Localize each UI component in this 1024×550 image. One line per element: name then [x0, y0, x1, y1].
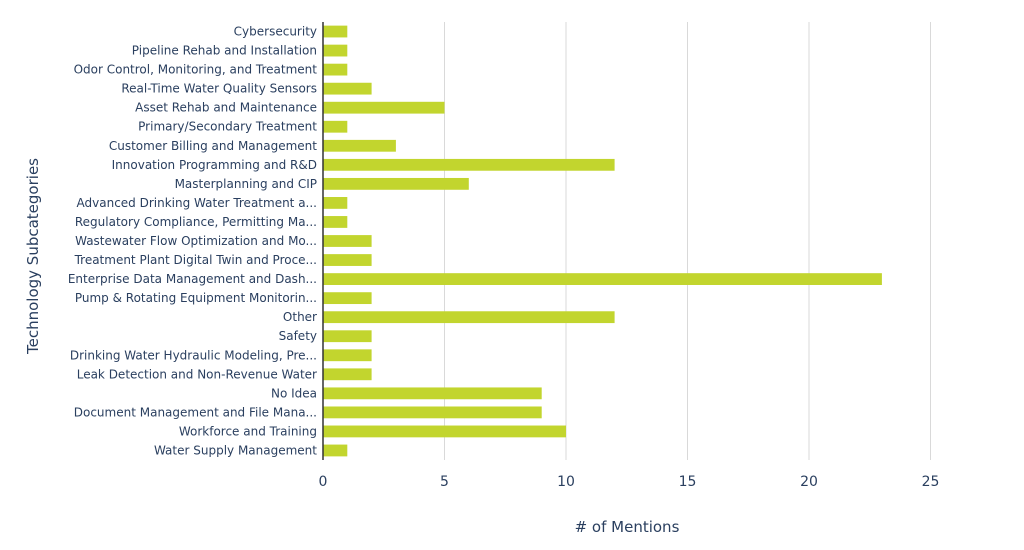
y-tick-label: Odor Control, Monitoring, and Treatment: [74, 63, 318, 77]
y-tick-label: Primary/Secondary Treatment: [138, 120, 317, 134]
y-tick-label: Water Supply Management: [154, 443, 317, 457]
y-tick-label: Pipeline Rehab and Installation: [132, 44, 317, 58]
bar[interactable]: [323, 63, 348, 76]
bar[interactable]: [323, 235, 372, 247]
x-tick-label: 10: [557, 474, 575, 490]
y-tick-label: Drinking Water Hydraulic Modeling, Pre..…: [70, 348, 317, 362]
bar[interactable]: [323, 25, 348, 38]
x-tick-label: 5: [440, 474, 449, 490]
bar[interactable]: [323, 292, 372, 305]
bars: [323, 25, 882, 457]
y-tick-label: Masterplanning and CIP: [175, 177, 317, 191]
y-tick-label: Wastewater Flow Optimization and Mo...: [75, 234, 317, 248]
bar[interactable]: [323, 44, 348, 57]
y-tick-label: No Idea: [271, 386, 317, 400]
bar[interactable]: [323, 158, 615, 171]
x-tick-labels: 0 5 10 15 20 25: [319, 474, 940, 490]
x-axis-title: # of Mentions: [575, 518, 680, 536]
y-tick-label: Leak Detection and Non-Revenue Water: [77, 367, 317, 381]
y-tick-label: Document Management and File Mana...: [74, 405, 317, 419]
bar[interactable]: [323, 139, 396, 152]
bar[interactable]: [323, 101, 445, 114]
bar[interactable]: [323, 311, 615, 324]
bar[interactable]: [323, 425, 566, 438]
gridlines: [444, 22, 931, 460]
y-axis-title: Technology Subcategories: [24, 158, 42, 355]
bar[interactable]: [323, 254, 372, 266]
bar[interactable]: [323, 197, 348, 209]
bar[interactable]: [323, 330, 372, 343]
y-tick-label: Customer Billing and Management: [109, 139, 317, 153]
y-tick-label: Regulatory Compliance, Permitting Ma...: [75, 215, 317, 229]
y-tick-label: Asset Rehab and Maintenance: [135, 101, 317, 115]
x-tick-label: 15: [679, 474, 697, 490]
bar[interactable]: [323, 368, 372, 381]
bar[interactable]: [323, 120, 348, 133]
y-tick-label: Enterprise Data Management and Dash...: [68, 272, 317, 286]
y-tick-label: Innovation Programming and R&D: [112, 158, 317, 172]
bar[interactable]: [323, 177, 469, 190]
y-tick-label: Other: [283, 310, 317, 324]
x-tick-label: 20: [800, 474, 818, 490]
y-tick-label: Real-Time Water Quality Sensors: [121, 82, 317, 96]
bar[interactable]: [323, 406, 542, 419]
x-tick-label: 25: [922, 474, 940, 490]
y-tick-label: Workforce and Training: [179, 424, 317, 438]
bar[interactable]: [323, 82, 372, 95]
y-tick-label: Pump & Rotating Equipment Monitorin...: [75, 291, 317, 305]
bar[interactable]: [323, 444, 348, 457]
x-tick-label: 0: [319, 474, 328, 490]
y-tick-labels: Cybersecurity Pipeline Rehab and Installa…: [68, 25, 317, 458]
bar[interactable]: [323, 216, 348, 228]
y-tick-label: Cybersecurity: [234, 25, 317, 39]
bar[interactable]: [323, 273, 882, 285]
bar[interactable]: [323, 387, 542, 400]
y-tick-label: Safety: [279, 329, 317, 343]
y-tick-label: Treatment Plant Digital Twin and Proce..…: [74, 253, 317, 267]
bar[interactable]: [323, 349, 372, 362]
y-tick-label: Advanced Drinking Water Treatment a...: [77, 196, 317, 210]
